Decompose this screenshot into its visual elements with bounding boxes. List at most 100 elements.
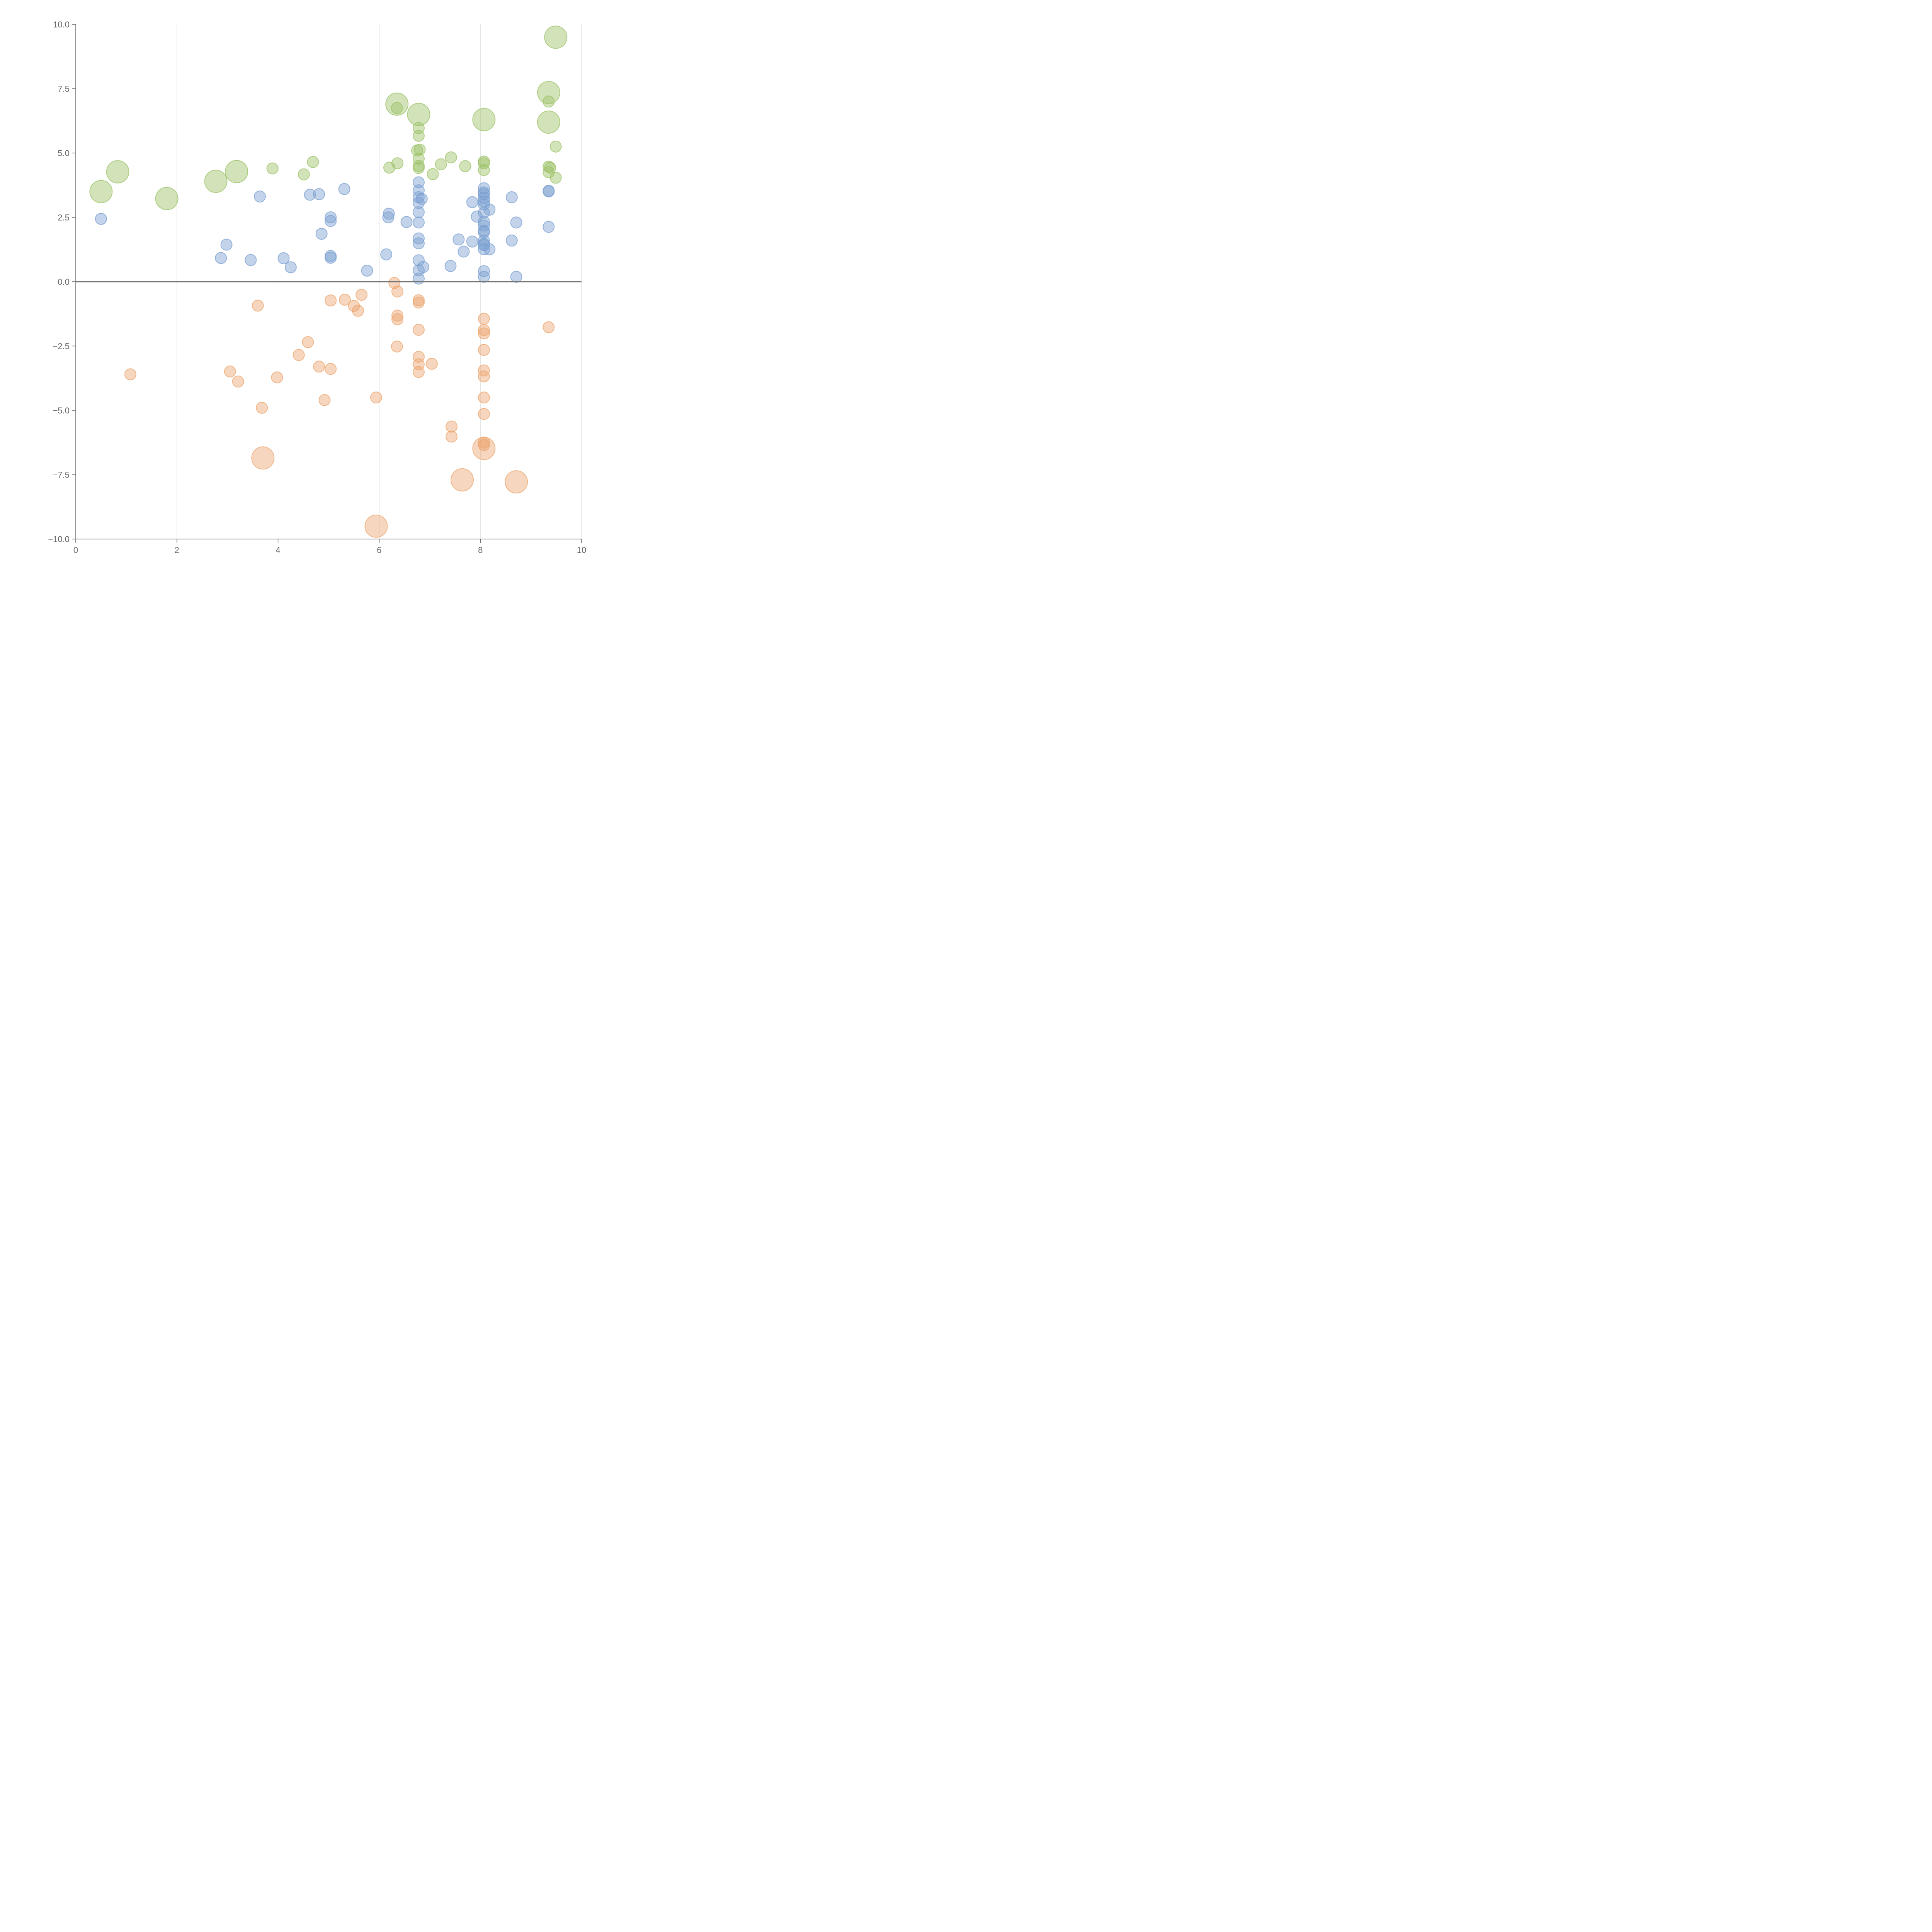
blue-bubble-point [478, 188, 490, 201]
blue-bubble-point [413, 237, 425, 250]
green-bubble-point [537, 111, 560, 134]
blue-bubble-point [478, 207, 490, 219]
orange-bubble-point [256, 401, 268, 414]
orange-bubble-point [364, 514, 388, 538]
blue-bubble-point [338, 183, 350, 195]
blue-bubble-point [245, 254, 257, 266]
orange-bubble-point [391, 285, 404, 298]
orange-bubble-point [352, 304, 364, 317]
orange-bubble-point [271, 371, 283, 384]
blue-bubble-point [478, 234, 490, 247]
blue-bubble-point [383, 207, 395, 220]
orange-bubble-point [302, 336, 314, 349]
blue-bubble-point [277, 252, 290, 264]
orange-bubble-point [451, 468, 474, 492]
orange-bubble-point [318, 394, 331, 406]
orange-bubble-point [232, 375, 244, 388]
green-bubble-point [89, 180, 113, 203]
orange-bubble-point [293, 349, 305, 361]
x-tick-label: 2 [175, 545, 179, 555]
orange-bubble-point [446, 420, 458, 433]
orange-bubble-point [478, 324, 490, 336]
blue-bubble-point [444, 260, 457, 272]
x-tick-label: 6 [377, 545, 381, 555]
bubble-marks [89, 26, 568, 538]
green-bubble-point [413, 143, 426, 156]
blue-bubble-point [361, 264, 373, 277]
blue-bubble-point [215, 252, 227, 264]
orange-bubble-point [124, 368, 136, 381]
orange-bubble-point [413, 366, 425, 378]
orange-bubble-point [252, 299, 264, 312]
orange-bubble-point [338, 294, 351, 306]
green-bubble-point [445, 151, 457, 163]
orange-bubble-point [543, 321, 555, 333]
y-tick-label: 7.5 [58, 84, 70, 94]
green-bubble-point [106, 160, 129, 184]
orange-bubble-point [413, 296, 425, 309]
blue-bubble-point [220, 238, 233, 251]
orange-bubble-point [325, 363, 337, 375]
orange-bubble-point [505, 470, 528, 494]
blue-bubble-point [325, 215, 337, 227]
orange-bubble-point [391, 310, 404, 322]
blue-bubble-point [543, 185, 555, 197]
orange-bubble-point [478, 439, 490, 451]
blue-bubble-point [304, 189, 316, 201]
green-bubble-point [225, 160, 248, 183]
orange-bubble-point [391, 340, 403, 353]
scatter-chart: −10.0 −7.5 −5.0 −2.5 0.0 2.5 5.0 7.5 10.0 0 2 4 6 8 10 [48, 20, 586, 555]
orange-bubble-point [413, 324, 425, 336]
green-bubble-point [543, 95, 555, 108]
green-bubble-point [549, 172, 562, 184]
green-bubble-point [472, 108, 496, 131]
blue-bubble-point [478, 219, 490, 232]
blue-bubble-point [315, 228, 328, 240]
orange-bubble-point [446, 430, 458, 443]
green-bubble-point [413, 162, 425, 174]
blue-bubble-point [478, 192, 490, 204]
orange-bubble-point [224, 365, 236, 378]
blue-bubble-point [478, 270, 490, 283]
blue-bubble-point [253, 190, 266, 203]
orange-bubble-point [478, 391, 490, 404]
blue-bubble-point [413, 232, 425, 245]
blue-bubble-point [483, 204, 496, 216]
orange-bubble-point [478, 344, 490, 356]
green-bubble-point [537, 81, 560, 104]
orange-bubble-point [325, 294, 337, 307]
green-bubble-point [391, 157, 404, 170]
blue-bubble-point [325, 211, 337, 223]
blue-bubble-point [543, 221, 555, 233]
green-bubble-point [298, 168, 310, 180]
blue-bubble-point [466, 235, 478, 248]
x-tick-label: 4 [276, 545, 280, 555]
green-bubble-point [544, 162, 556, 174]
green-bubble-point [307, 156, 319, 168]
orange-bubble-point [478, 408, 490, 420]
green-bubble-point [549, 140, 562, 153]
green-bubble-point [407, 103, 430, 126]
y-tick-label: −7.5 [53, 470, 70, 480]
orange-bubble-point [472, 437, 496, 460]
orange-bubble-point [478, 313, 490, 325]
orange-bubble-point [370, 391, 383, 404]
blue-bubble-point [400, 216, 413, 228]
y-tick-label: −5.0 [53, 406, 70, 415]
blue-bubble-point [415, 193, 428, 205]
blue-bubble-point [413, 206, 425, 218]
green-bubble-point [459, 160, 471, 172]
blue-bubble-point [505, 191, 518, 204]
green-bubble-point [413, 129, 425, 142]
blue-bubble-point [382, 211, 395, 223]
y-tick-label: 10.0 [53, 20, 70, 29]
y-tick-label: 0.0 [58, 277, 70, 287]
blue-bubble-point [413, 216, 425, 229]
blue-bubble-point [457, 245, 470, 258]
green-bubble-point [478, 164, 490, 176]
orange-bubble-point [355, 289, 368, 301]
blue-bubble-point [313, 188, 325, 201]
blue-bubble-point [413, 254, 425, 267]
blue-bubble-point [483, 243, 496, 255]
orange-bubble-point [251, 446, 275, 470]
